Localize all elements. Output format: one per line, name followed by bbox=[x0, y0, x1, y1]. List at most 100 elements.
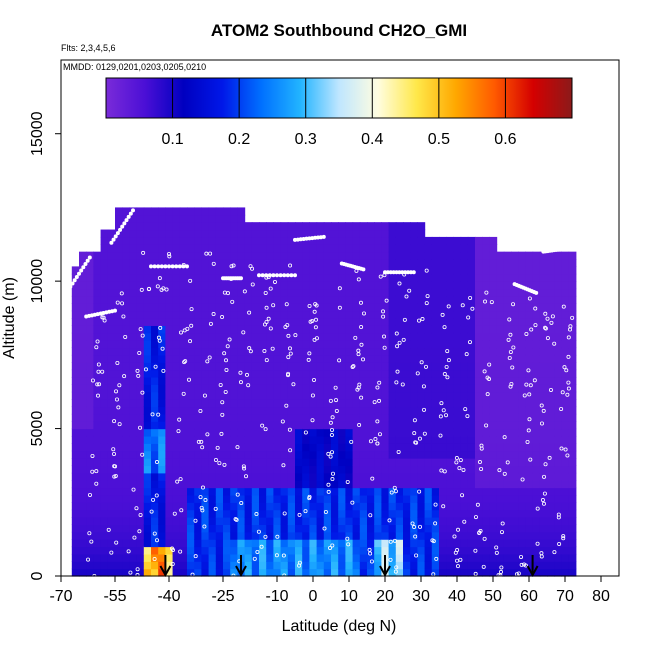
heatmap-cell bbox=[532, 494, 541, 503]
track-point bbox=[109, 240, 114, 245]
heatmap-cell bbox=[374, 266, 382, 275]
heatmap-cell bbox=[475, 480, 483, 489]
heatmap-cell bbox=[208, 266, 217, 275]
track-point bbox=[489, 300, 494, 305]
heatmap-cell bbox=[338, 229, 346, 238]
heatmap-cell bbox=[208, 435, 217, 444]
heatmap-cell bbox=[194, 310, 202, 319]
track-point bbox=[311, 377, 316, 382]
heatmap-cell bbox=[539, 458, 548, 467]
heatmap-cell bbox=[410, 251, 418, 260]
heatmap-cell bbox=[273, 561, 282, 570]
heatmap-cell bbox=[518, 546, 526, 555]
heatmap-cell bbox=[338, 332, 346, 341]
heatmap-cell bbox=[201, 531, 210, 540]
heatmap-cell bbox=[388, 332, 397, 341]
heatmap-cell bbox=[208, 524, 217, 533]
heatmap-cell bbox=[187, 428, 195, 437]
heatmap-cell bbox=[388, 428, 397, 437]
heatmap-cell bbox=[136, 229, 145, 238]
track-point bbox=[568, 327, 573, 332]
heatmap-cell bbox=[172, 472, 181, 481]
heatmap-cell bbox=[100, 251, 109, 260]
heatmap-cell bbox=[338, 281, 346, 290]
track-point bbox=[505, 460, 510, 465]
heatmap-cell bbox=[244, 517, 253, 525]
heatmap-cell bbox=[259, 303, 267, 312]
heatmap-cell bbox=[431, 443, 440, 452]
heatmap-cell bbox=[100, 502, 109, 511]
track-point bbox=[541, 501, 546, 506]
heatmap-cell bbox=[86, 384, 94, 393]
heatmap-cell bbox=[143, 207, 152, 216]
track-point bbox=[114, 540, 119, 545]
track-point bbox=[291, 382, 296, 387]
heatmap-cell bbox=[115, 524, 123, 533]
heatmap-cell bbox=[79, 524, 87, 533]
heatmap-cell bbox=[561, 332, 570, 341]
heatmap-cell bbox=[424, 443, 433, 452]
track-point bbox=[292, 273, 297, 278]
heatmap-cell bbox=[403, 546, 411, 555]
heatmap-cell bbox=[489, 443, 498, 452]
heatmap-cell bbox=[259, 222, 267, 231]
track-point bbox=[274, 553, 279, 558]
heatmap-cell bbox=[374, 413, 382, 422]
heatmap-cell bbox=[431, 244, 440, 253]
track-point bbox=[181, 264, 186, 269]
heatmap-cell bbox=[93, 517, 102, 525]
heatmap-cell bbox=[453, 406, 462, 415]
heatmap-cell bbox=[403, 561, 411, 570]
heatmap-cell bbox=[165, 450, 174, 459]
heatmap-cell bbox=[280, 244, 289, 253]
heatmap-cell bbox=[251, 465, 260, 474]
track-point bbox=[260, 423, 265, 428]
heatmap-cell bbox=[86, 458, 94, 467]
heatmap-cell bbox=[230, 325, 238, 334]
heatmap-cell bbox=[71, 295, 80, 304]
heatmap-cell bbox=[453, 517, 462, 525]
heatmap-cell bbox=[518, 376, 526, 385]
heatmap-cell bbox=[215, 384, 224, 393]
heatmap-cell bbox=[158, 347, 166, 356]
heatmap-cell bbox=[359, 435, 368, 444]
heatmap-cell bbox=[475, 384, 483, 393]
heatmap-cell bbox=[503, 435, 512, 444]
track-point bbox=[115, 300, 120, 305]
heatmap-cell bbox=[230, 288, 238, 297]
heatmap-cell bbox=[338, 251, 346, 260]
heatmap-cell bbox=[532, 332, 541, 341]
heatmap-cell bbox=[143, 251, 152, 260]
heatmap-cell bbox=[79, 318, 87, 326]
track-point bbox=[331, 471, 336, 476]
heatmap-cell bbox=[323, 561, 332, 570]
heatmap-cell bbox=[93, 546, 102, 555]
heatmap-cell bbox=[359, 362, 368, 371]
heatmap-cell bbox=[395, 561, 404, 570]
heatmap-cell bbox=[251, 472, 260, 481]
heatmap-cell bbox=[359, 399, 368, 408]
heatmap-cell bbox=[136, 207, 145, 216]
heatmap-cell bbox=[460, 531, 469, 540]
heatmap-cell bbox=[374, 472, 382, 481]
heatmap-cell bbox=[388, 325, 397, 334]
track-point bbox=[333, 385, 338, 390]
heatmap-cell bbox=[266, 391, 274, 400]
heatmap-cell bbox=[280, 568, 289, 577]
heatmap-cell bbox=[345, 295, 354, 304]
heatmap-cell bbox=[561, 502, 570, 511]
heatmap-cell bbox=[244, 251, 253, 260]
heatmap-cell bbox=[381, 362, 390, 371]
heatmap-cell bbox=[143, 295, 152, 304]
heatmap-cell bbox=[316, 458, 325, 467]
heatmap-cell bbox=[107, 281, 116, 290]
track-point bbox=[464, 352, 469, 357]
heatmap-cell bbox=[431, 487, 440, 496]
heatmap-cell bbox=[395, 325, 404, 334]
track-point bbox=[351, 364, 356, 369]
heatmap-cell bbox=[143, 354, 152, 363]
heatmap-cell bbox=[417, 546, 426, 555]
heatmap-cell bbox=[475, 399, 483, 408]
y-tick-label: 5000 bbox=[29, 411, 46, 447]
heatmap-cell bbox=[395, 568, 404, 577]
